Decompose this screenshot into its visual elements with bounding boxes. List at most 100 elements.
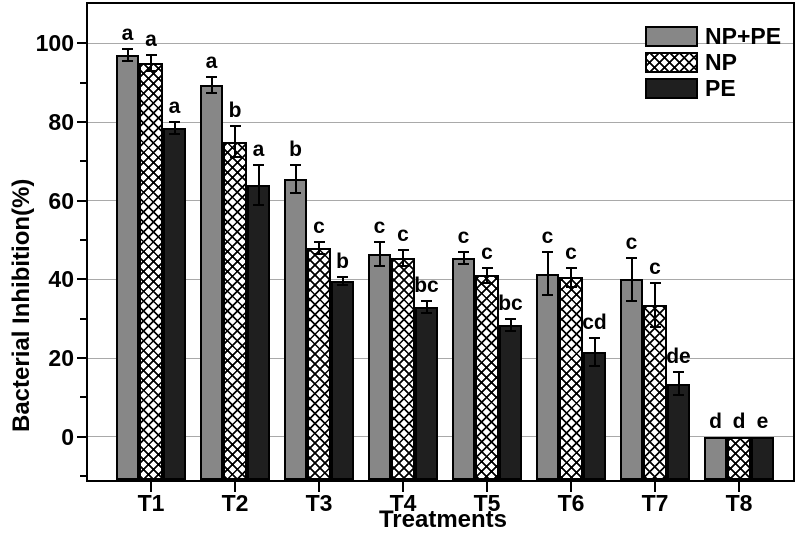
x-tick-label-t2: T2: [221, 490, 249, 516]
error-cap-top-t1-np-pe: [122, 48, 133, 51]
error-cap-top-t6-pe: [589, 337, 600, 340]
error-cap-top-t7-pe: [673, 370, 684, 373]
bar-t8-np: [727, 436, 751, 480]
bar-t7-np-pe: [619, 279, 644, 480]
error-bar-t5-pe: [509, 318, 512, 331]
error-bar-t7-pe: [677, 371, 680, 396]
gridline-60: [88, 200, 793, 202]
sig-letter-t2-np-pe: a: [205, 49, 218, 73]
sig-letter-t4-pe: bc: [414, 274, 439, 297]
legend-swatch-np: [645, 52, 698, 73]
sig-letter-t5-np: c: [481, 240, 493, 264]
sig-letter-t8-np: d: [732, 409, 746, 433]
x-tick-t4: [402, 482, 404, 492]
error-cap-top-t5-np: [481, 266, 493, 269]
error-cap-bottom-t1-pe: [169, 132, 180, 135]
error-cap-top-t4-pe: [421, 300, 432, 302]
sig-letter-t1-np-pe: a: [121, 22, 134, 46]
error-bar-t6-pe: [593, 338, 596, 366]
y-tick-100: [77, 42, 86, 45]
y-tick-label-40: 40: [48, 266, 74, 293]
sig-letter-t6-np-pe: c: [541, 224, 554, 248]
error-cap-top-t4-np-pe: [374, 241, 385, 243]
sig-letter-t8-np-pe: d: [709, 409, 722, 433]
x-tick-t5: [486, 482, 488, 492]
error-bar-t2-np: [234, 126, 236, 158]
sig-letter-t1-np: a: [145, 28, 157, 52]
error-cap-bottom-t7-np-pe: [626, 300, 637, 302]
y-tick-label-60: 60: [48, 187, 74, 214]
error-bar-t4-np: [402, 249, 404, 266]
sig-letter-t5-np-pe: c: [457, 224, 470, 248]
error-cap-top-t3-np-pe: [290, 164, 301, 167]
x-tick-t1: [150, 482, 152, 492]
sig-letter-t6-pe: cd: [582, 311, 607, 335]
bar-t3-pe: [330, 281, 355, 480]
legend-swatch-np-pe: [645, 26, 698, 47]
bar-t8-pe: [750, 436, 775, 480]
bar-t8-np-pe: [703, 436, 728, 480]
error-cap-bottom-t7-np: [649, 325, 661, 328]
x-tick-label-t1: T1: [137, 490, 165, 516]
error-cap-bottom-t6-np: [565, 286, 577, 289]
x-tick-label-t6: T6: [557, 490, 585, 516]
error-cap-bottom-t5-np-pe: [458, 262, 469, 265]
x-tick-label-t5: T5: [473, 490, 501, 516]
gridline-0: [88, 436, 793, 438]
bar-t5-np: [475, 275, 499, 480]
error-cap-top-t1-pe: [169, 121, 180, 123]
error-bar-t2-np-pe: [210, 76, 213, 93]
bar-t7-np: [643, 304, 667, 480]
error-cap-top-t2-pe: [253, 164, 264, 167]
error-bar-t4-pe: [425, 301, 428, 313]
error-cap-bottom-t4-np-pe: [374, 264, 385, 267]
x-tick-t3: [318, 482, 320, 492]
x-tick-label-t8: T8: [725, 490, 753, 516]
bar-t4-pe: [414, 306, 439, 480]
error-cap-bottom-t5-np: [481, 282, 493, 285]
error-cap-bottom-t3-np: [313, 252, 325, 255]
bar-t1-np: [139, 63, 163, 480]
error-cap-bottom-t1-np-pe: [122, 60, 133, 62]
bar-t2-pe: [246, 185, 271, 480]
error-cap-top-t5-np-pe: [458, 250, 469, 253]
x-tick-label-t7: T7: [641, 490, 669, 516]
y-tick-label-0: 0: [61, 423, 74, 450]
legend-item-pe: PE: [645, 75, 781, 101]
bar-t6-pe: [582, 352, 607, 480]
bar-t5-pe: [498, 324, 523, 480]
y-minor-tick-90: [80, 81, 86, 84]
y-minor-tick-30: [80, 317, 86, 320]
error-bar-t7-np: [654, 283, 656, 327]
sig-letter-t3-np-pe: b: [289, 138, 302, 162]
bar-t4-np: [391, 257, 415, 480]
error-cap-bottom-t7-pe: [673, 394, 684, 397]
y-tick-60: [77, 199, 86, 202]
x-tick-label-t4: T4: [389, 490, 417, 516]
sig-letter-t2-np: b: [228, 99, 242, 122]
error-bar-t6-np-pe: [546, 251, 549, 296]
error-cap-top-t3-pe: [337, 276, 348, 279]
error-bar-t1-np: [150, 55, 152, 71]
error-bar-t1-pe: [173, 122, 176, 134]
legend-label-pe: PE: [705, 75, 736, 101]
bar-t7-pe: [666, 383, 691, 480]
legend-label-np: NP: [705, 49, 737, 75]
y-minor-tick-50: [80, 239, 86, 241]
y-tick-label-20: 20: [48, 345, 74, 371]
sig-letter-t4-np: c: [397, 222, 409, 246]
bar-t2-np-pe: [199, 84, 224, 480]
bar-t1-pe: [162, 127, 187, 480]
legend-item-np-pe: NP+PE: [645, 25, 781, 48]
y-tick-40: [77, 278, 86, 281]
bar-t3-np: [307, 247, 331, 480]
legend-swatch-pe: [645, 78, 698, 99]
error-cap-bottom-t1-np: [145, 69, 157, 72]
sig-letter-t3-np: c: [313, 215, 325, 238]
error-cap-bottom-t5-pe: [505, 329, 516, 332]
y-minor-tick--10: [80, 475, 86, 478]
sig-letter-t3-pe: b: [336, 250, 349, 274]
error-cap-bottom-t3-np-pe: [290, 191, 301, 194]
error-bar-t1-np-pe: [126, 49, 129, 61]
sig-letter-t4-np-pe: c: [373, 215, 386, 238]
